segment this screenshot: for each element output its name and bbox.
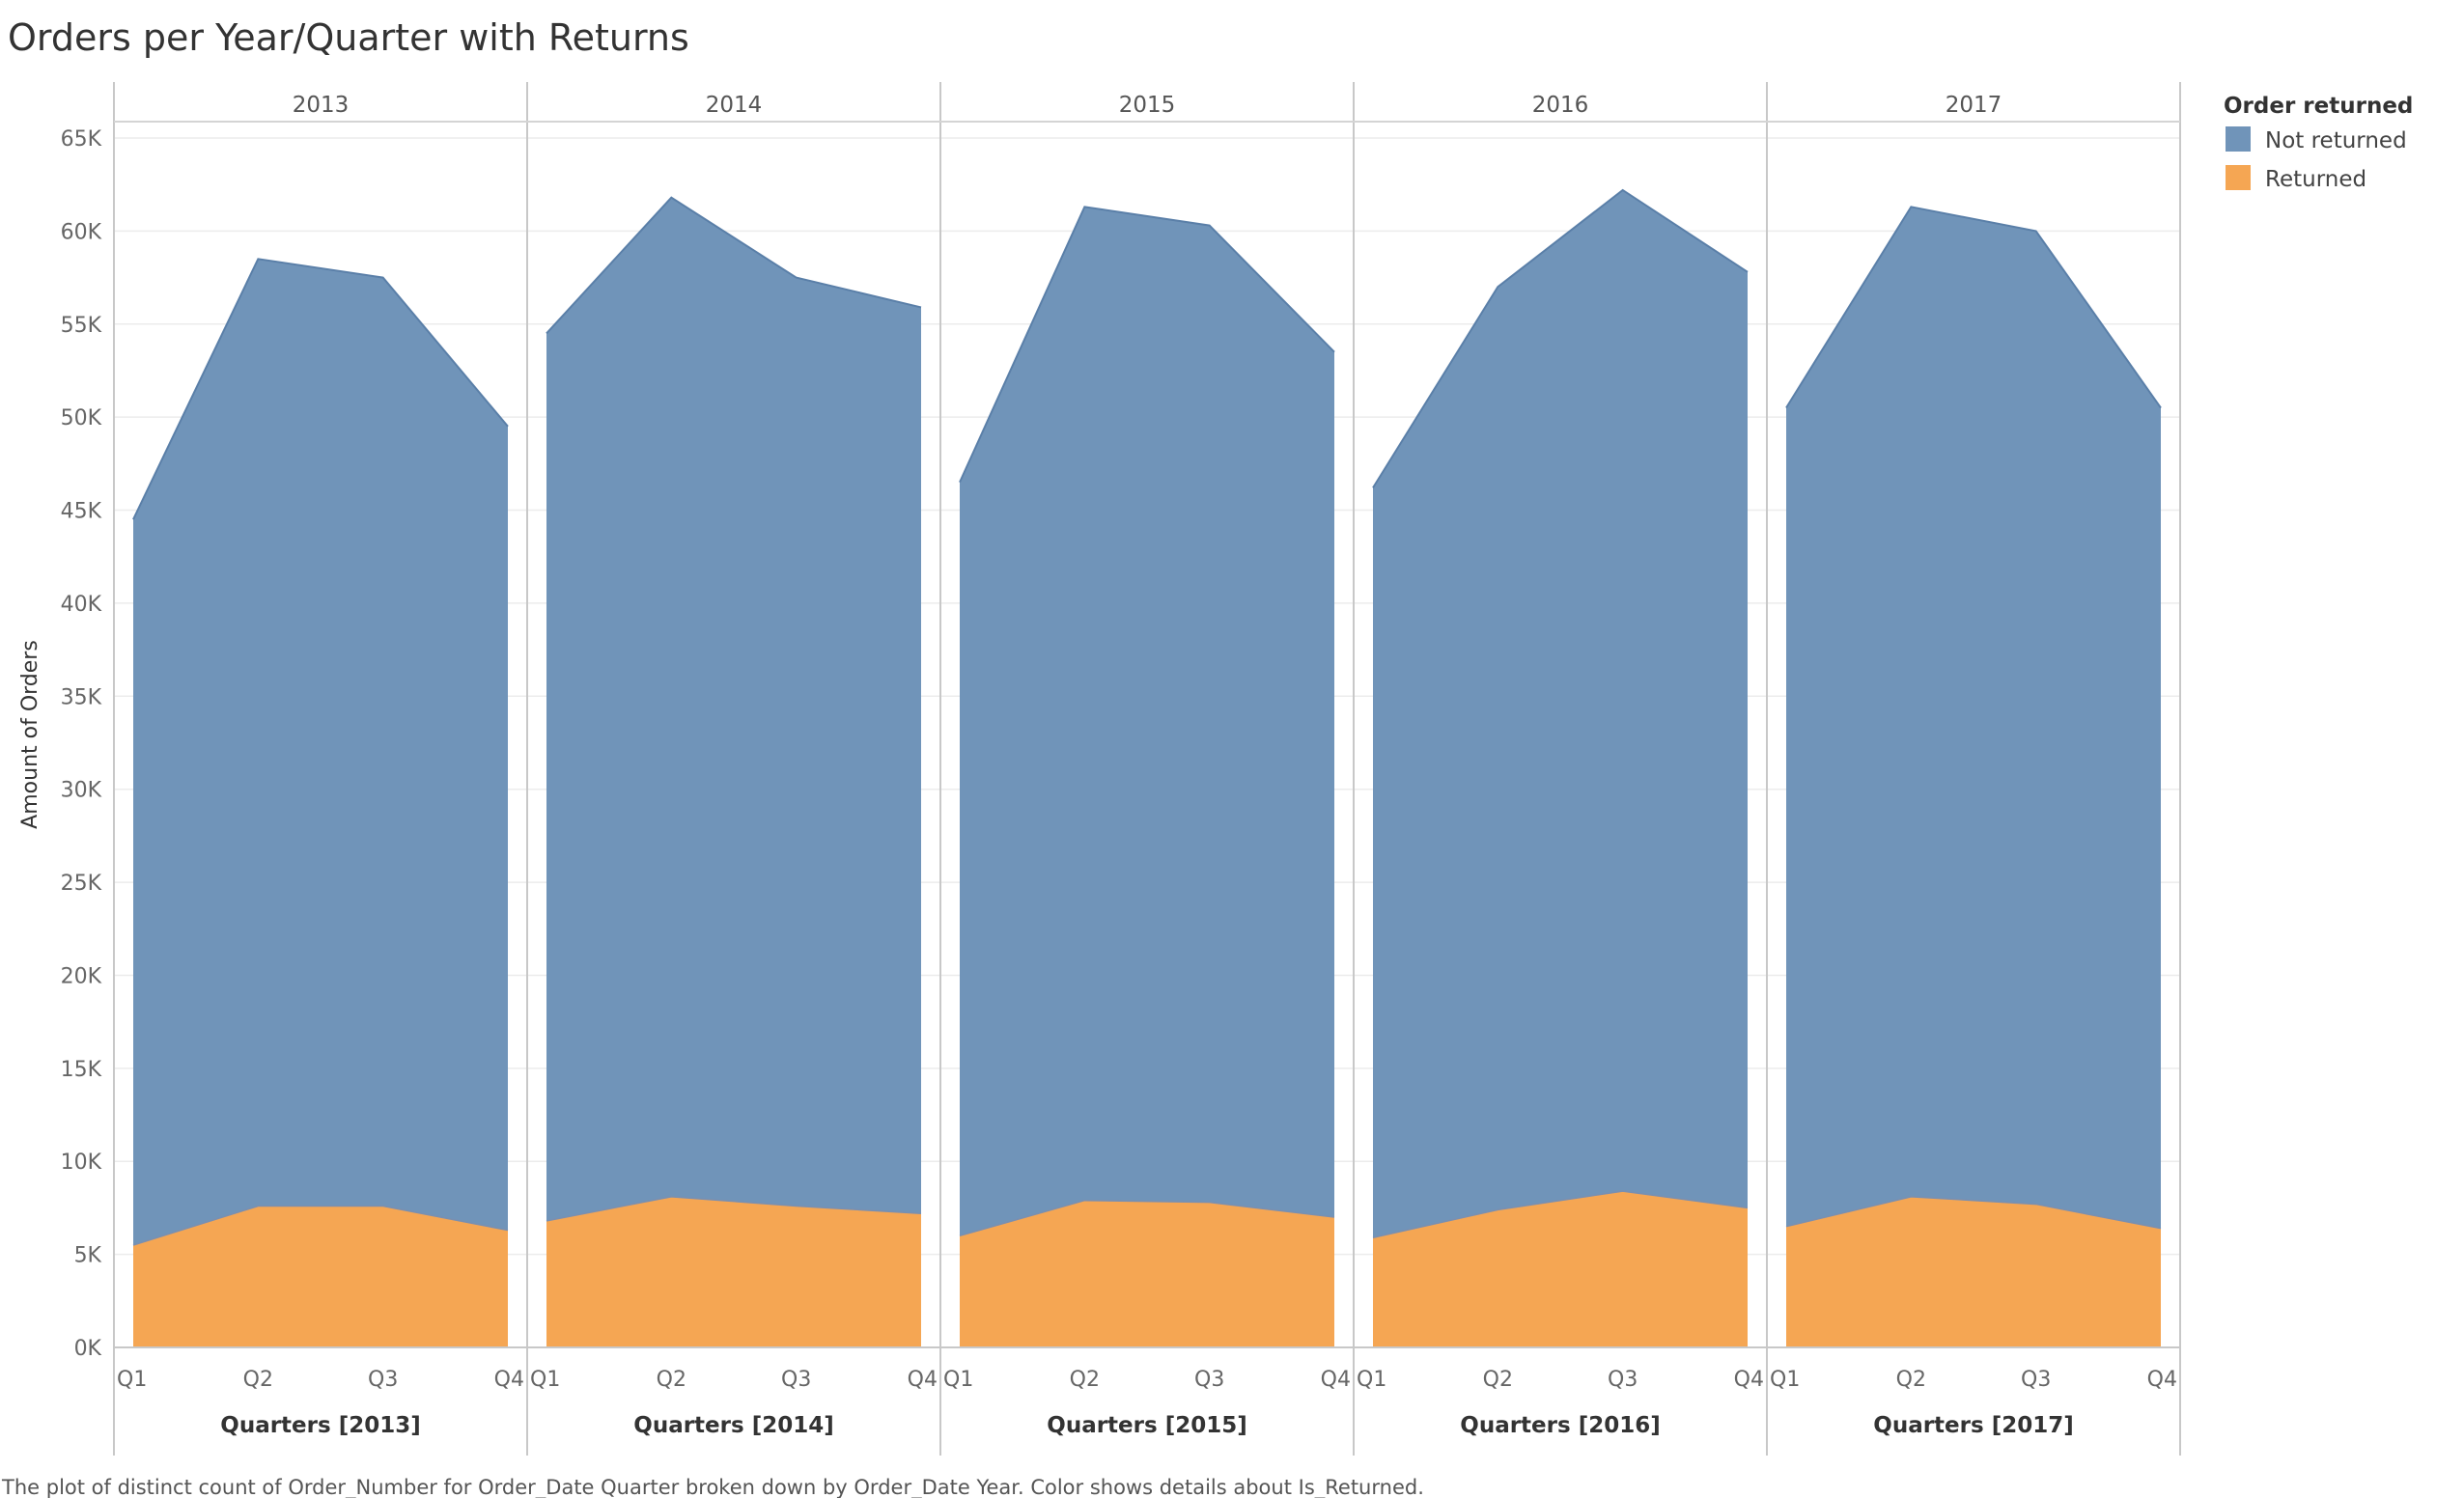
x-tick-label: Q1 [530, 1368, 560, 1392]
panel-year-label: 2014 [706, 93, 763, 118]
x-tick-label: Q4 [2147, 1368, 2177, 1392]
y-tick-label: 30K [61, 779, 102, 803]
legend-swatch [2226, 126, 2251, 152]
y-tick-label: 40K [61, 593, 102, 617]
area-not-returned-2016 [1373, 189, 1748, 1238]
line-returned-2013 [132, 1205, 509, 1246]
line-returned-2014 [546, 1196, 922, 1222]
axis-layer: 0K 5K 10K 15K 20K 25K 30K 35K 40K 45K 50K 55K 60K 65K… [61, 93, 2177, 1438]
y-tick-label: 50K [61, 406, 102, 430]
line-not-returned-2013 [132, 258, 509, 520]
y-tick-label: 45K [61, 500, 102, 524]
y-tick-label: 10K [61, 1151, 102, 1175]
panel-year-label: 2016 [1532, 93, 1589, 118]
x-tick-label: Q4 [1321, 1368, 1351, 1392]
chart-caption: The plot of distinct count of Order_Numb… [1, 1476, 1424, 1498]
area-not-returned-2013 [133, 259, 508, 1245]
y-tick-label: 60K [61, 220, 102, 244]
y-tick-label: 35K [61, 685, 102, 709]
x-tick-label: Q3 [1608, 1368, 1638, 1392]
area-returned-2017 [1786, 1196, 2161, 1347]
x-tick-label: Q4 [1734, 1368, 1764, 1392]
legend-label: Returned [2265, 167, 2366, 192]
area-returned-2016 [1373, 1191, 1748, 1347]
x-axis-title: Quarters [2016] [1460, 1413, 1660, 1438]
line-not-returned-2015 [959, 206, 1335, 484]
line-not-returned-2017 [1785, 206, 2162, 409]
y-tick-label: 0K [74, 1337, 102, 1361]
line-returned-2016 [1372, 1190, 1749, 1238]
legend-title: Order returned [2224, 94, 2413, 119]
x-axis-title: Quarters [2014] [633, 1413, 833, 1438]
y-tick-label: 55K [61, 314, 102, 338]
area-not-returned-2015 [960, 207, 1334, 1236]
chart-title: Orders per Year/Quarter with Returns [8, 16, 689, 59]
line-not-returned-2014 [546, 196, 922, 335]
x-tick-label: Q3 [1194, 1368, 1224, 1392]
x-tick-label: Q1 [1357, 1368, 1386, 1392]
line-returned-2015 [959, 1199, 1335, 1237]
x-tick-label: Q3 [368, 1368, 398, 1392]
area-returned-2014 [546, 1196, 921, 1347]
area-not-returned-2014 [546, 197, 921, 1221]
x-tick-label: Q4 [494, 1368, 524, 1392]
area-not-returned-2017 [1786, 207, 2161, 1229]
x-tick-label: Q2 [1070, 1368, 1100, 1392]
x-tick-label: Q1 [943, 1368, 973, 1392]
x-tick-label: Q2 [243, 1368, 273, 1392]
y-tick-label: 15K [61, 1058, 102, 1082]
x-tick-label: Q3 [781, 1368, 811, 1392]
y-tick-label: 25K [61, 872, 102, 896]
legend: Order returned Not returned Returned [2224, 94, 2413, 192]
y-tick-label: 20K [61, 964, 102, 988]
x-tick-label: Q4 [908, 1368, 938, 1392]
panel-year-label: 2017 [1946, 93, 2002, 118]
line-returned-2017 [1785, 1196, 2162, 1230]
y-tick-label: 65K [61, 127, 102, 152]
x-tick-label: Q1 [117, 1368, 147, 1392]
area-returned-2015 [960, 1200, 1334, 1347]
x-tick-label: Q1 [1770, 1368, 1800, 1392]
x-tick-label: Q2 [657, 1368, 686, 1392]
x-axis-title: Quarters [2015] [1047, 1413, 1246, 1438]
y-axis-title: Amount of Orders [18, 640, 42, 829]
line-not-returned-2016 [1372, 188, 1749, 488]
area-returned-2013 [133, 1206, 508, 1347]
panel-year-label: 2013 [293, 93, 350, 118]
x-axis-title: Quarters [2013] [220, 1413, 420, 1438]
legend-swatch [2226, 165, 2251, 190]
frame-layer [113, 82, 2181, 1456]
x-tick-label: Q2 [1483, 1368, 1513, 1392]
legend-label: Not returned [2265, 128, 2407, 153]
y-tick-label: 5K [74, 1244, 102, 1268]
x-axis-title: Quarters [2017] [1873, 1413, 2073, 1438]
x-tick-label: Q2 [1896, 1368, 1926, 1392]
panel-year-label: 2015 [1119, 93, 1176, 118]
area-layer [132, 188, 2162, 1347]
x-tick-label: Q3 [2021, 1368, 2051, 1392]
